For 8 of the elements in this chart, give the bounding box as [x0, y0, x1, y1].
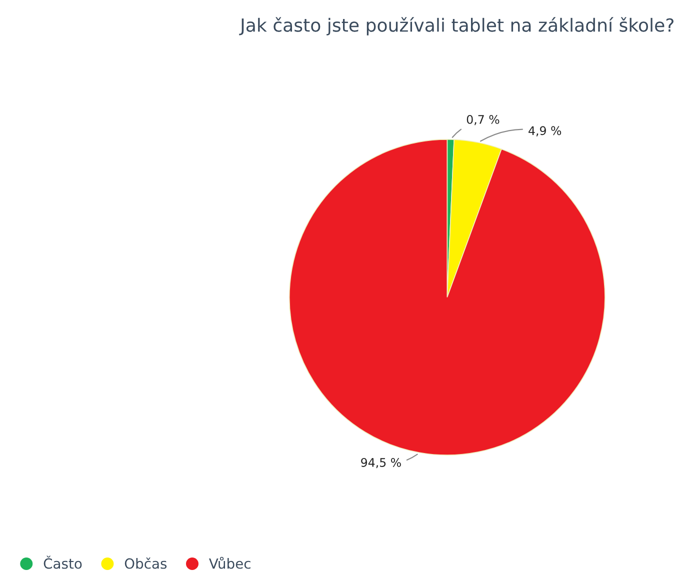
data-label: 94,5 % — [361, 458, 401, 468]
data-label: 4,9 % — [528, 126, 562, 136]
legend-label: Občas — [124, 558, 167, 569]
chart-title: Jak často jste používali tablet na základní škole? — [239, 17, 674, 36]
legend-label: Často — [44, 556, 82, 569]
legend-label: Vůbec — [209, 556, 250, 569]
pie-slice — [288, 139, 606, 456]
data-label: 0,7 % — [466, 115, 500, 126]
